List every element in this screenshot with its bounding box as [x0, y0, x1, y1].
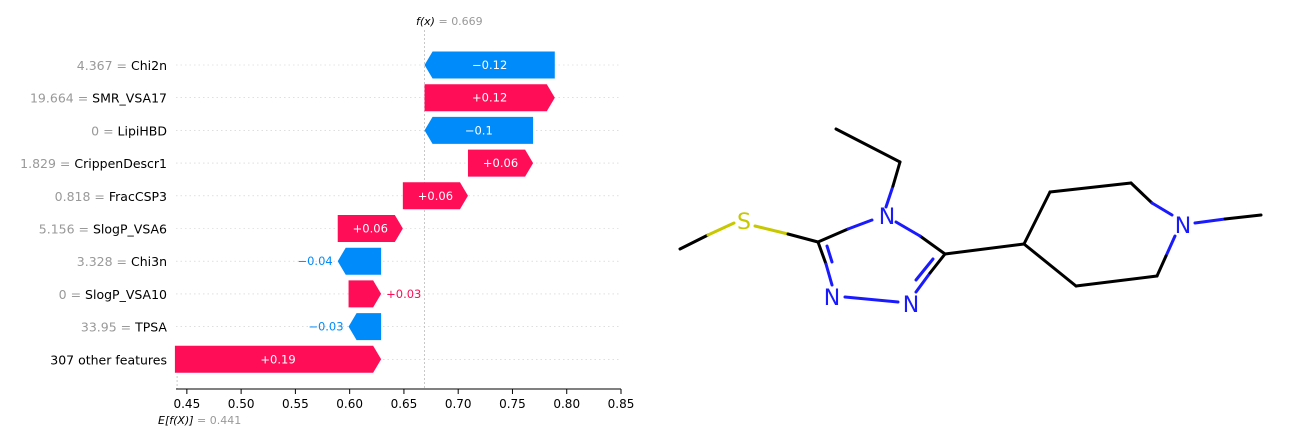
x-tick-label: 0.80 — [553, 397, 580, 411]
bond-n1-c5-a — [914, 271, 932, 294]
bond-pip-2 — [1048, 181, 1133, 194]
expected-label: E[f(X)] — [158, 414, 194, 427]
feature-label: 19.664 = SMR_VSA17 — [30, 91, 167, 106]
bond-pip-4 — [1155, 254, 1168, 278]
atom-n2: N — [824, 286, 840, 311]
feature-label: 5.156 = SlogP_VSA6 — [39, 222, 167, 237]
bar-value-label: +0.06 — [353, 222, 388, 236]
x-tick-label: 0.85 — [608, 397, 635, 411]
waterfall-chart: f(x) = 0.669 −0.12 +0.12 −0.1 +0.06 +0.06 +0.… — [20, 15, 634, 427]
bond-c3-n2-a — [816, 240, 828, 266]
bond-n-methyl — [1223, 213, 1263, 221]
molecule-structure: S N N N N — [678, 127, 1263, 318]
feature-label: 0 = LipiHBD — [91, 123, 167, 138]
x-tick-label: 0.45 — [173, 397, 200, 411]
bond-ethyl — [834, 127, 902, 164]
bond-methyl-s — [678, 233, 710, 251]
x-tick-label: 0.65 — [391, 397, 418, 411]
feature-label: 4.367 = Chi2n — [77, 58, 167, 73]
feature-label: 307 other features — [50, 352, 167, 367]
bond-c5-pip — [943, 242, 1026, 256]
bond-pip-6 — [1022, 242, 1078, 288]
x-tick-label: 0.55 — [282, 397, 309, 411]
bond-methyl-s-yellow — [706, 221, 736, 237]
waterfall-bar — [424, 84, 555, 112]
bond-pip-3-blue — [1150, 201, 1174, 217]
x-tick-label: 0.75 — [499, 397, 526, 411]
waterfall-bar — [424, 116, 534, 144]
bar-value-label: −0.04 — [297, 254, 332, 268]
x-tick-label: 0.60 — [336, 397, 363, 411]
waterfall-bar — [467, 149, 534, 177]
waterfall-bar — [402, 182, 468, 210]
waterfall-bar — [424, 51, 555, 79]
x-axis-ticks: 0.45 0.50 0.55 0.60 0.65 0.70 0.75 0.80 0.85 — [173, 389, 634, 411]
bond-n1-c5-b — [914, 257, 935, 282]
bond-s-c — [786, 232, 820, 244]
waterfall-bar — [337, 215, 403, 242]
fx-value: 0.669 — [451, 15, 483, 28]
fx-label: f(x) — [416, 15, 435, 28]
atom-n-piperidine: N — [1175, 214, 1191, 239]
bond-c3-n4-blue — [846, 218, 874, 231]
bond-c5-n4-blue — [894, 220, 922, 238]
bond-c3-n2-b — [825, 244, 834, 264]
expected-value: 0.441 — [210, 414, 242, 427]
atom-n1: N — [903, 293, 919, 318]
feature-label: 0.818 = FracCSP3 — [55, 189, 167, 204]
feature-label: 1.829 = CrippenDescr1 — [20, 156, 167, 171]
bar-value-label: +0.06 — [483, 156, 518, 170]
atom-sulfur: S — [737, 210, 751, 235]
bar-value-label: −0.1 — [465, 123, 493, 137]
bond-c5-n4 — [918, 234, 947, 256]
bar-value-label: −0.12 — [472, 58, 507, 72]
feature-labels: 4.367 = Chi2n 19.664 = SMR_VSA17 0 = LipiH… — [20, 58, 167, 367]
expected-annotation: E[f(X)] = 0.441 — [158, 414, 241, 427]
bond-pip-5 — [1074, 274, 1159, 288]
atom-n4: N — [879, 205, 895, 230]
feature-label: 3.328 = Chi3n — [77, 254, 167, 269]
bars-layer: −0.12 +0.12 −0.1 +0.06 +0.06 +0.06 −0.04 +0.03 −… — [174, 51, 555, 373]
bar-value-label: +0.03 — [386, 287, 421, 301]
waterfall-bar — [174, 345, 382, 373]
bar-value-label: +0.12 — [472, 91, 507, 105]
bond-n-methyl-blue — [1193, 217, 1227, 225]
bar-value-label: +0.06 — [418, 189, 453, 203]
waterfall-bar — [337, 247, 382, 275]
fx-annotation: f(x) = 0.669 — [416, 15, 483, 28]
bond-pip-3 — [1129, 181, 1154, 205]
bond-pip-4-blue — [1164, 234, 1177, 258]
waterfall-bar — [348, 313, 382, 341]
x-tick-label: 0.50 — [228, 397, 255, 411]
x-tick-label: 0.70 — [445, 397, 472, 411]
row-gridlines — [176, 64, 621, 360]
bar-value-label: +0.19 — [260, 352, 295, 366]
bond-pip-1 — [1022, 190, 1052, 246]
waterfall-bar — [348, 280, 382, 308]
bond-n4-ethyl — [891, 160, 902, 188]
bond-n1-c5-a-black — [928, 252, 947, 275]
bond-n4-ethyl-blue — [884, 184, 895, 209]
bond-s-c-yellow — [753, 224, 790, 236]
bond-c3-n4 — [816, 227, 850, 244]
bond-n2-n1 — [843, 295, 900, 304]
feature-label: 33.95 = TPSA — [81, 320, 168, 335]
feature-label: 0 = SlogP_VSA10 — [59, 287, 167, 302]
bond-c3-n2-a-blue — [824, 262, 834, 287]
bar-value-label: −0.03 — [308, 320, 343, 334]
